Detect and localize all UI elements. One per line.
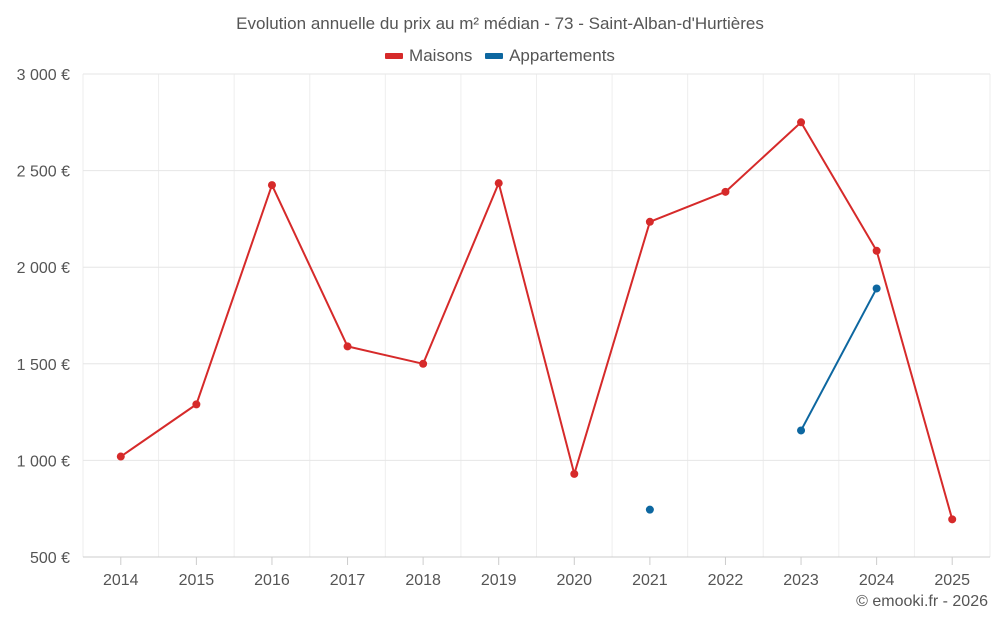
data-point [721, 187, 730, 196]
x-tick-label: 2015 [179, 572, 215, 589]
data-point [494, 179, 503, 188]
x-tick-label: 2014 [103, 572, 139, 589]
x-tick-label: 2022 [708, 572, 744, 589]
legend-item-appartements[interactable]: Appartements [485, 46, 615, 66]
series-line [120, 121, 954, 520]
series [116, 118, 957, 524]
data-point [645, 505, 654, 514]
data-point [343, 342, 352, 351]
data-point [192, 400, 201, 409]
data-point [872, 246, 881, 255]
y-tick-label: 3 000 € [17, 67, 70, 84]
data-point [872, 284, 881, 293]
copyright-credit: © emooki.fr - 2026 [856, 593, 988, 610]
x-tick-label: 2021 [632, 572, 668, 589]
legend-item-maisons[interactable]: Maisons [385, 46, 472, 66]
y-tick-label: 1 000 € [17, 453, 70, 470]
legend-swatch-maisons [385, 53, 404, 59]
x-tick-label: 2023 [783, 572, 819, 589]
x-tick-label: 2020 [556, 572, 592, 589]
x-tick-label: 2016 [254, 572, 290, 589]
legend-label-maisons: Maisons [409, 46, 473, 65]
x-tick-label: 2024 [859, 572, 895, 589]
x-tick-label: 2017 [330, 572, 366, 589]
data-point [267, 181, 276, 190]
legend: Maisons Appartements [0, 44, 1000, 66]
series-appartements [645, 284, 881, 514]
data-point [948, 515, 957, 524]
grid [82, 73, 991, 557]
y-tick-label: 2 000 € [17, 260, 70, 277]
y-tick-label: 1 500 € [17, 357, 70, 374]
y-tick-label: 500 € [30, 550, 70, 567]
series-line [800, 287, 878, 431]
data-point [797, 118, 806, 127]
x-tick-label: 2025 [934, 572, 970, 589]
data-point [116, 452, 125, 461]
data-point [645, 217, 654, 226]
legend-swatch-appartements [485, 53, 504, 59]
x-tick-label: 2019 [481, 572, 517, 589]
y-tick-label: 2 500 € [17, 164, 70, 181]
data-point [570, 469, 579, 478]
axes: 500 € 1 000 € 1 500 € 2 000 € 2 500 € 3 000 €… [17, 67, 990, 589]
series-maisons [116, 118, 957, 524]
x-tick-label: 2018 [405, 572, 441, 589]
legend-label-appartements: Appartements [509, 46, 615, 65]
data-point [419, 359, 428, 368]
data-point [797, 426, 806, 435]
chart-title: Evolution annuelle du prix au m² médian … [236, 14, 764, 33]
